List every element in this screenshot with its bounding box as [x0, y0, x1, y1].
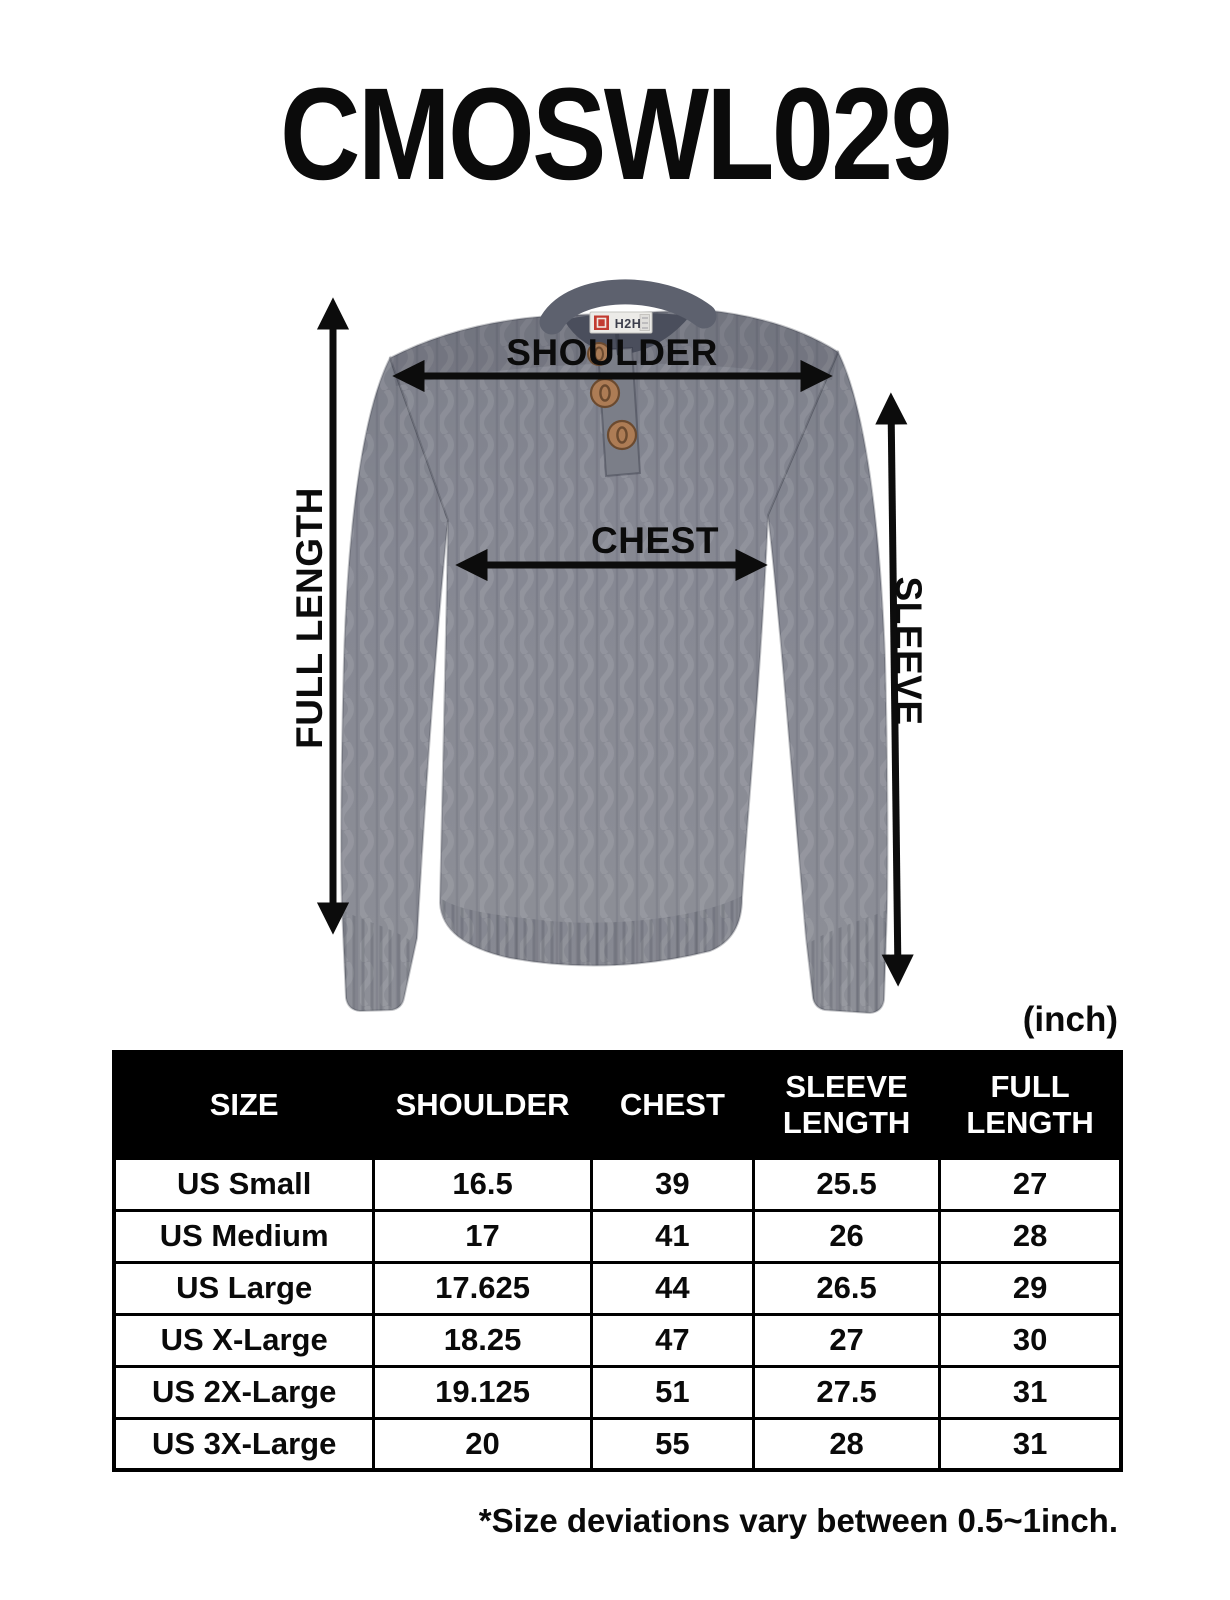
size-cell: US Small — [112, 1156, 376, 1212]
chest-cell: 55 — [589, 1416, 755, 1472]
chest-cell: 51 — [589, 1364, 755, 1420]
size-cell: US 2X-Large — [112, 1364, 376, 1420]
sleeve-arrow — [875, 392, 914, 987]
sleeve-length-cell: 27 — [751, 1312, 942, 1368]
size-deviation-footnote: *Size deviations vary between 0.5~1inch. — [478, 1502, 1118, 1539]
sleeve-length-cell: 26.5 — [751, 1260, 942, 1316]
sweater-illustration: H2H — [316, 279, 914, 1015]
sleeve-measure-label: SLEEVE — [888, 576, 929, 726]
collar — [539, 279, 717, 335]
sleeve-length-cell: 26 — [751, 1208, 942, 1264]
page-title: CMOSWL029 — [279, 60, 953, 207]
table-row: US 2X-Large 19.125 51 27.5 31 — [112, 1364, 1123, 1420]
full-length-cell: 30 — [938, 1312, 1123, 1368]
measurement-arrows — [316, 297, 914, 987]
brand-tag-text: H2H — [615, 317, 642, 331]
table-row: US X-Large 18.25 47 27 30 — [112, 1312, 1123, 1368]
table-row: US 3X-Large 20 55 28 31 — [112, 1416, 1123, 1472]
chest-cell: 47 — [589, 1312, 755, 1368]
header-row: SIZE SHOULDER CHEST SLEEVE LENGTH FULL L… — [112, 1050, 1123, 1160]
unit-label: (inch) — [1022, 1000, 1118, 1039]
button-bottom — [606, 419, 638, 451]
neck-tag: H2H — [589, 311, 653, 334]
table-row: US Small 16.5 39 25.5 27 — [112, 1156, 1123, 1212]
size-cell: US X-Large — [112, 1312, 376, 1368]
shoulder-measure-label: SHOULDER — [506, 332, 718, 373]
chest-cell: 41 — [589, 1208, 755, 1264]
full-length-cell: 31 — [938, 1416, 1123, 1472]
table-row: US Medium 17 41 26 28 — [112, 1208, 1123, 1264]
shoulder-cell: 16.5 — [372, 1156, 593, 1212]
brand-logo-icon — [594, 315, 609, 330]
full-length-cell: 28 — [938, 1208, 1123, 1264]
size-cell: US 3X-Large — [112, 1416, 376, 1472]
shoulder-cell: 17 — [372, 1208, 593, 1264]
column-header-sleeve-length: SLEEVE LENGTH — [751, 1050, 942, 1160]
full-length-cell: 31 — [938, 1364, 1123, 1420]
shoulder-cell: 20 — [372, 1416, 593, 1472]
sleeve-length-cell: 27.5 — [751, 1364, 942, 1420]
column-header-chest: CHEST — [589, 1050, 755, 1160]
size-table: SIZE SHOULDER CHEST SLEEVE LENGTH FULL L… — [112, 1050, 1123, 1472]
button-middle — [589, 377, 621, 409]
sleeve-length-cell: 25.5 — [751, 1156, 942, 1212]
chest-cell: 44 — [589, 1260, 755, 1316]
size-cell: US Medium — [112, 1208, 376, 1264]
full-length-measure-label: FULL LENGTH — [289, 487, 330, 749]
full-length-cell: 29 — [938, 1260, 1123, 1316]
size-cell: US Large — [112, 1260, 376, 1316]
button-top — [587, 342, 611, 366]
table-row: US Large 17.625 44 26.5 29 — [112, 1260, 1123, 1316]
shoulder-cell: 17.625 — [372, 1260, 593, 1316]
chest-measure-label: CHEST — [591, 520, 719, 561]
column-header-shoulder: SHOULDER — [372, 1050, 593, 1160]
full-length-cell: 27 — [938, 1156, 1123, 1212]
shoulder-cell: 19.125 — [372, 1364, 593, 1420]
shoulder-cell: 18.25 — [372, 1312, 593, 1368]
column-header-size: SIZE — [112, 1050, 376, 1160]
sleeve-length-cell: 28 — [751, 1416, 942, 1472]
column-header-full-length: FULL LENGTH — [938, 1050, 1123, 1160]
measurement-diagram: H2H — [280, 258, 960, 1018]
chest-cell: 39 — [589, 1156, 755, 1212]
